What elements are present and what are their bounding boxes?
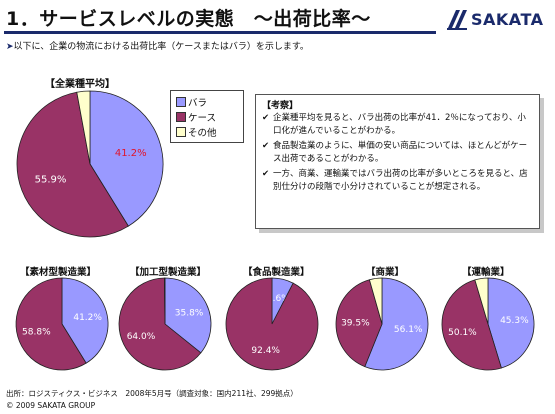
pie-data-label-bara: 45.3% bbox=[500, 316, 529, 326]
check-icon: ✔ bbox=[262, 169, 270, 179]
note-text: 食品製造業のように、単価の安い商品については、ほとんどがケース出荷であることがわ… bbox=[273, 141, 528, 164]
chart-title-transport: 【運輸業】 bbox=[462, 267, 510, 278]
arrow-bullet-icon: ➤ bbox=[6, 42, 14, 52]
pie-chart-commerce: 56.1% 39.5% bbox=[335, 277, 429, 371]
note-text: 一方、商業、運輸業ではバラ出荷の比率が多いところを見ると、店別仕分けの段階で小分… bbox=[273, 169, 528, 192]
pie-chart-transport: 45.3% 50.1% bbox=[441, 277, 535, 371]
pie-data-label-case: 39.5% bbox=[341, 319, 370, 329]
pie-slice-bara bbox=[487, 277, 535, 369]
note-title: 【考察】 bbox=[262, 101, 299, 111]
note-text: 企業種平均を見ると、バラ出荷の比率が41．2％になっており、小口化が進んでいるこ… bbox=[273, 113, 526, 136]
pie-data-label-case: 55.9% bbox=[35, 175, 67, 186]
chart-title-overall: 【全業種平均】 bbox=[45, 79, 115, 90]
pie-slice-case bbox=[16, 91, 129, 238]
legend-swatch-bara bbox=[176, 97, 186, 107]
note-item: ✔ 一方、商業、運輸業ではバラ出荷の比率が多いところを見ると、店別仕分けの段階で… bbox=[262, 168, 534, 194]
pie-slice-bara bbox=[164, 277, 212, 354]
pie-slice-other bbox=[76, 90, 91, 165]
pie-chart-processing: 35.8% 64.0% bbox=[118, 277, 212, 371]
legend-label: その他 bbox=[188, 128, 217, 139]
pie-slice-other bbox=[474, 277, 489, 325]
pie-data-label-case: 64.0% bbox=[127, 332, 156, 342]
check-icon: ✔ bbox=[262, 113, 270, 123]
pie-slice-bara bbox=[89, 90, 164, 227]
check-icon: ✔ bbox=[262, 141, 270, 151]
pie-slice-case bbox=[441, 279, 502, 371]
source-note: 出所：ロジスティクス・ビジネス 2008年5月号（調査対象：国内211社、299… bbox=[6, 389, 298, 398]
legend-swatch-other bbox=[176, 127, 186, 137]
pie-slice-bara bbox=[364, 277, 429, 371]
sakata-logo-icon bbox=[447, 10, 467, 30]
copyright: © 2009 SAKATA GROUP bbox=[6, 401, 96, 410]
note-item: ✔ 企業種平均を見ると、バラ出荷の比率が41．2％になっており、小口化が進んでい… bbox=[262, 112, 534, 138]
pie-chart-overall: 41.2% 55.9% bbox=[16, 90, 164, 238]
pie-slice-case bbox=[335, 279, 383, 368]
title-underline bbox=[4, 31, 436, 34]
pie-slice-other bbox=[368, 277, 383, 325]
pie-chart-food: 7.6% 92.4% bbox=[225, 277, 319, 371]
legend-label: ケース bbox=[188, 113, 217, 124]
intro-text: ➤以下に、企業の物流における出荷比率（ケースまたはバラ）を示します。 bbox=[6, 39, 309, 52]
chart-title-processing: 【加工型製造業】 bbox=[130, 267, 207, 278]
pie-data-label-bara: 41.2% bbox=[115, 148, 147, 159]
pie-data-label-case: 92.4% bbox=[251, 346, 280, 356]
pie-slice-case bbox=[15, 277, 87, 371]
chart-title-food: 【食品製造業】 bbox=[243, 267, 310, 278]
note-item: ✔ 食品製造業のように、単価の安い商品については、ほとんどがケース出荷であること… bbox=[262, 140, 534, 166]
slide-title: 1．サービスレベルの実態 ～出荷比率～ bbox=[6, 8, 371, 30]
pie-data-label-case: 50.1% bbox=[448, 328, 477, 338]
pie-slice-case bbox=[118, 277, 202, 371]
pie-slice-case bbox=[225, 277, 319, 371]
chart-title-material: 【素材型製造業】 bbox=[20, 267, 97, 278]
legend-label: バラ bbox=[188, 98, 208, 109]
sakata-logo: SAKATA bbox=[446, 8, 550, 34]
pie-data-label-bara: 56.1% bbox=[394, 325, 423, 335]
pie-data-label-bara: 41.2% bbox=[73, 313, 102, 323]
brand-name: SAKATA bbox=[471, 10, 544, 29]
pie-chart-material: 41.2% 58.8% bbox=[15, 277, 109, 371]
legend-swatch-case bbox=[176, 112, 186, 122]
pie-data-label-case: 58.8% bbox=[22, 327, 51, 337]
pie-data-label-bara: 7.6% bbox=[267, 294, 290, 304]
pie-data-label-bara: 35.8% bbox=[175, 309, 204, 319]
chart-title-commerce: 【商業】 bbox=[366, 267, 405, 278]
pie-slice-other bbox=[164, 277, 166, 325]
intro-sentence: 以下に、企業の物流における出荷比率（ケースまたはバラ）を示します。 bbox=[13, 42, 309, 52]
analysis-note-box: 【考察】 ✔ 企業種平均を見ると、バラ出荷の比率が41．2％になっており、小口化… bbox=[255, 94, 540, 229]
chart-legend: バラ ケース その他 bbox=[170, 90, 244, 143]
